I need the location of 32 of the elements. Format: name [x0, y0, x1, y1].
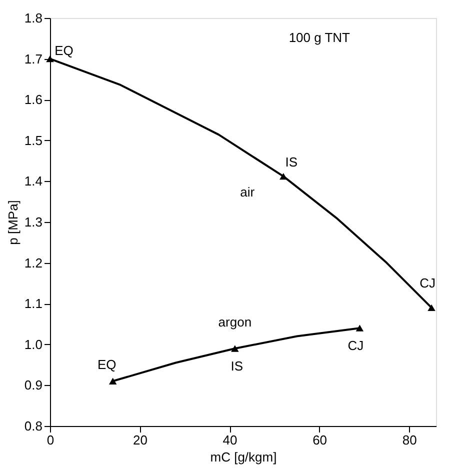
y-tick-label: 1.2	[24, 255, 42, 270]
y-tick-label: 1.3	[24, 214, 42, 230]
y-tick-label: 0.9	[24, 378, 42, 393]
point	[428, 304, 436, 312]
y-tick-label: 1.6	[24, 92, 42, 108]
data-label: IS	[285, 154, 298, 170]
data-label: CJ	[348, 338, 364, 354]
series-label: argon	[218, 314, 252, 330]
point	[280, 172, 288, 180]
y-axis-title: p [MPa]	[5, 200, 20, 245]
x-tick-label: 20	[133, 432, 148, 448]
y-tick-label: 1.8	[24, 10, 42, 26]
data-label: IS	[230, 358, 244, 374]
data-label: CJ	[420, 276, 436, 291]
x-tick-label: 80	[402, 432, 417, 448]
point	[108, 378, 117, 384]
data-label: EQ	[97, 357, 116, 372]
y-tick-label: 0.8	[24, 418, 42, 434]
data-label: EQ	[54, 42, 74, 58]
y-tick-label: 1.5	[24, 132, 42, 148]
y-tick-label: 1.4	[24, 174, 42, 189]
x-tick-label: 0	[46, 432, 54, 448]
x-tick-label: 60	[312, 432, 328, 448]
y-tick-label: 1.7	[24, 51, 42, 66]
annotation: 100 g TNT	[288, 30, 350, 45]
y-tick-label: 1.0	[24, 336, 42, 352]
x-tick-label: 40	[222, 432, 238, 448]
x-axis-title: mC [g/kgm]	[210, 450, 277, 464]
point	[356, 324, 364, 332]
y-tick-label: 1.1	[24, 296, 42, 312]
point	[231, 345, 239, 352]
series-label: air	[240, 184, 256, 200]
